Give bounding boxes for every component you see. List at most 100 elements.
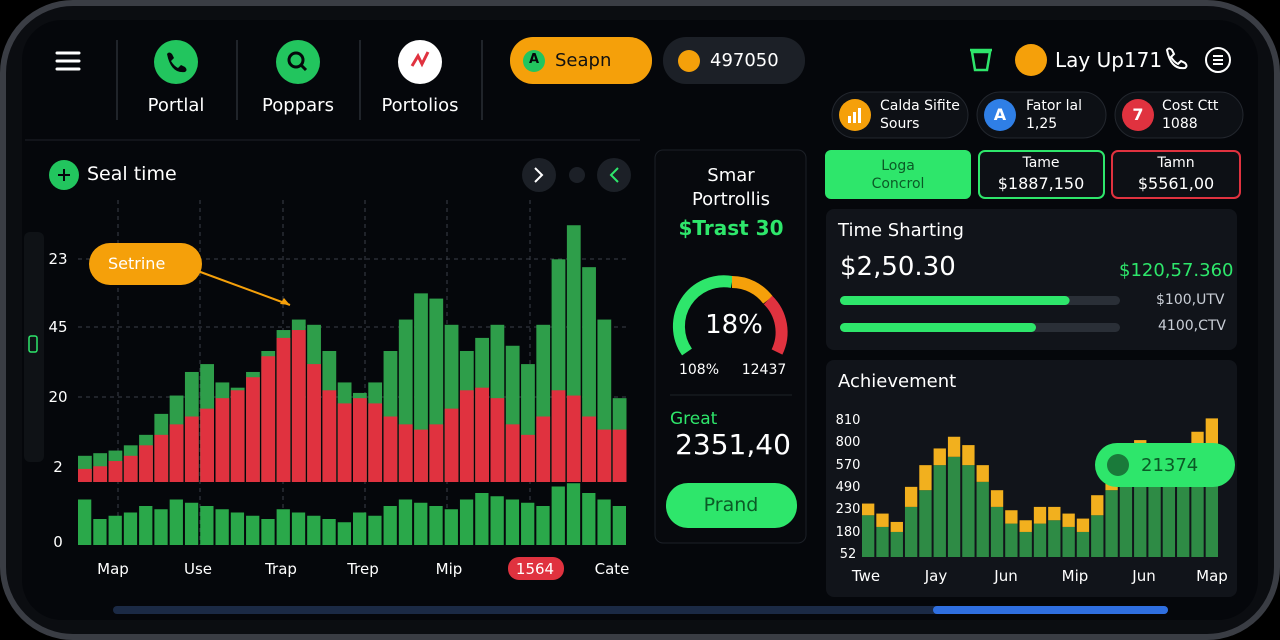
nav-icon[interactable] [276,40,320,84]
bar-segment [1005,510,1018,524]
bar-segment [919,490,932,557]
gauge-arc [672,275,734,356]
button-value[interactable]: $1887,150 [997,174,1085,193]
red-bar [93,466,108,482]
volume-bar [612,506,626,545]
balance: 497050 [710,50,779,71]
bar-segment [1048,506,1061,521]
x-tick-label: Mip [1061,567,1089,585]
red-bar [429,424,444,482]
volume-bar [551,486,565,545]
nav-dividers [116,40,483,120]
nav-label[interactable]: Portlal [147,95,205,116]
volume-bar [475,493,489,545]
nav-label[interactable]: Poppars [262,95,334,116]
volume-bar [261,519,275,545]
nav-icon[interactable] [154,40,198,84]
red-bar [490,398,505,482]
red-bar [169,424,184,482]
volume-bar [368,515,382,545]
trend-glyph [410,51,430,68]
y-tick-label: 23 [48,250,68,268]
button[interactable] [978,150,1105,199]
volume-bar [276,509,290,545]
stat-icon [1122,99,1154,131]
red-bar [291,330,306,482]
menu-icon[interactable] [55,51,81,71]
coin-icon [678,50,700,72]
stat-title: Calda Sifite [880,98,960,114]
y-tick-label: 810 [835,413,861,428]
bar-segment [1205,418,1218,449]
search-pill[interactable] [510,37,652,84]
stat-value: Sours [880,116,920,132]
red-bar [261,356,276,482]
y-tick-label: 180 [835,524,861,540]
red-bar [200,408,214,482]
y-tick-label: 2 [53,458,63,476]
button[interactable] [1111,150,1241,199]
red-bar [353,398,367,482]
achievement-chart [862,418,1218,557]
coin-icon [1015,44,1047,76]
button-label[interactable]: Prand [703,494,759,516]
volume-bar [505,499,520,545]
stat-icon-text: A [993,105,1007,124]
button-label[interactable]: Loga Concrol [871,158,925,192]
call-icon[interactable] [1165,47,1188,70]
volume-bar [383,506,397,545]
x-tick-label: Twe [851,567,881,585]
phone-glyph [167,52,187,73]
volume-bar [353,512,367,545]
volume-bar [139,506,153,545]
volume-bar [414,502,428,545]
x-tick-label: Jun [1132,567,1156,585]
label: Great [670,409,718,429]
card-change: $120,57.360 [1119,260,1234,281]
bar-segment [1076,518,1090,532]
scroll-thumb[interactable] [933,606,1168,614]
side-icon [28,335,38,353]
volume-bar [337,522,351,545]
red-bar [398,424,413,482]
y-tick-label: 230 [835,502,861,518]
basket-icon[interactable] [970,48,992,72]
left-chart [78,225,627,545]
stat-value: 1,25 [1026,116,1058,132]
red-bar [521,434,535,482]
search-label[interactable]: Seapn [555,50,612,71]
profile-icon[interactable] [1205,47,1231,73]
bar-segment [1076,531,1090,557]
user-name[interactable]: Lay Up171 [1055,48,1163,72]
scrollbar[interactable] [113,606,1168,614]
bar-segment [1033,523,1047,557]
red-bar [123,455,138,482]
volume-bar [398,499,413,545]
y-tick-label: 0 [53,533,63,551]
nav-button[interactable] [597,158,631,192]
volume-bar [582,493,596,545]
button[interactable] [825,150,971,199]
bar-segment [1033,506,1047,524]
red-bar [368,403,383,482]
nav-label[interactable]: Portolios [381,95,459,116]
card-subtitle: $Trast 30 [678,216,784,240]
bar-segment [990,490,1004,507]
red-bar [612,429,627,482]
bar-segment [904,486,918,507]
button-title[interactable]: Tamn [1157,155,1195,171]
button-value[interactable]: $5561,00 [1137,174,1215,193]
red-bar [108,461,123,482]
volume-bar [566,483,581,545]
button[interactable] [666,483,797,528]
balance-pill[interactable] [663,37,805,84]
volume-bar [459,499,474,545]
x-tick-label: Use [183,560,213,578]
nav-button[interactable] [522,158,556,192]
red-bar [383,416,398,482]
red-bar [582,416,596,482]
stat-icon-text: 7 [1132,105,1144,124]
volume-bar [322,519,336,545]
button-title[interactable]: Tame [1022,155,1060,171]
x-tick-label: Trep [347,560,379,578]
